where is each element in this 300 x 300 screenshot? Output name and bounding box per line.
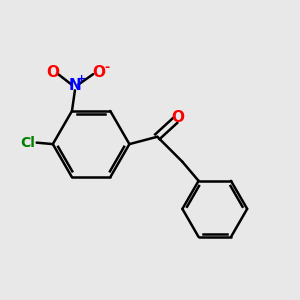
Text: O: O <box>92 65 105 80</box>
Text: Cl: Cl <box>20 136 35 150</box>
Text: -: - <box>104 61 109 74</box>
Text: N: N <box>68 78 81 93</box>
Text: +: + <box>77 74 86 85</box>
Text: O: O <box>46 65 59 80</box>
Text: O: O <box>172 110 184 125</box>
